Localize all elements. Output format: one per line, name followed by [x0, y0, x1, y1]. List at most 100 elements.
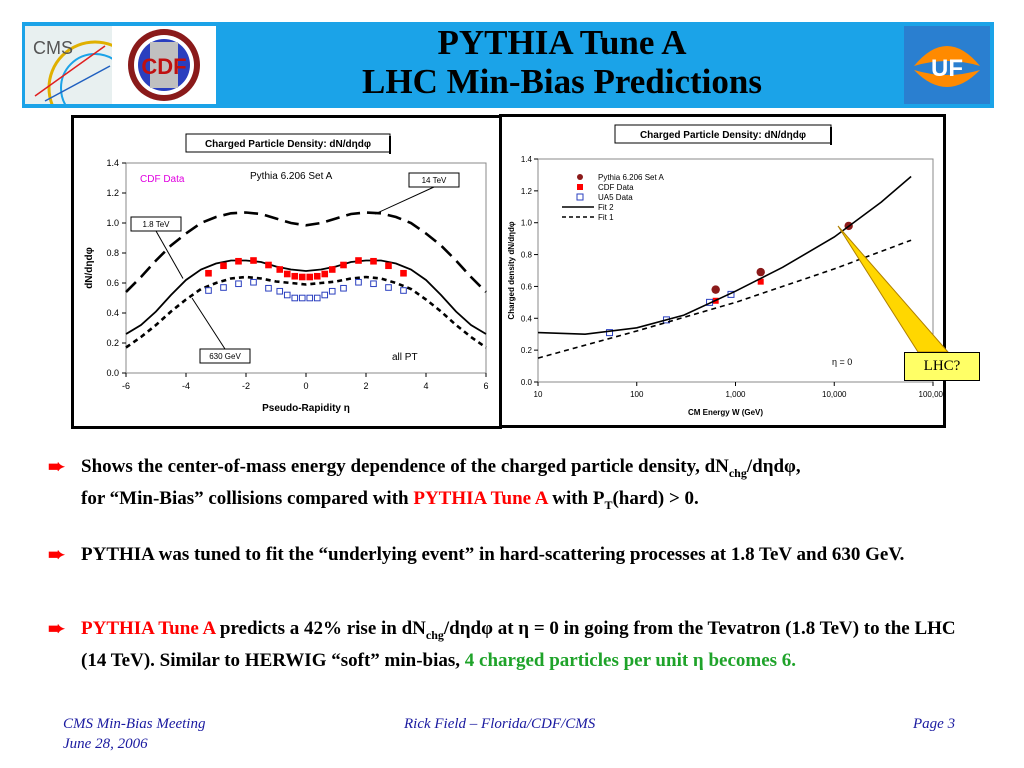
- x-tick-label: 4: [423, 381, 428, 391]
- x-tick-label: 10: [534, 390, 543, 399]
- pseudorapidity-chart: Charged Particle Density: dN/dηdφ 0.0 0.2 0…: [84, 133, 489, 414]
- cdf-logo-text: CDF: [141, 54, 186, 79]
- cdf-logo-graphic: CDF: [128, 29, 200, 101]
- x-tick-label: 1,000: [725, 390, 746, 399]
- legend-label: Pythia 6.206 Set A: [598, 173, 664, 182]
- lhc-callout-14tev-pointer: [374, 186, 435, 215]
- legend-marker: [577, 174, 583, 180]
- cdf-630-point: [265, 284, 272, 292]
- x-tick-label: 6: [483, 381, 488, 391]
- cdf-1800-point: [340, 261, 347, 269]
- y-tick-label: 1.4: [521, 155, 533, 164]
- cdf-1800-point: [265, 261, 272, 269]
- x-tick-label: 100,000: [919, 390, 943, 399]
- cdf-1800-point: [220, 262, 227, 270]
- series-line-630-gev: [125, 275, 487, 349]
- cdf-1800-point: [283, 270, 291, 278]
- chart-title: Charged Particle Density: dN/dηdφ: [205, 139, 371, 150]
- bullet-2-text: PYTHIA was tuned to fit the “underlying …: [81, 544, 905, 565]
- tev-callout-1800-label: 1.8 TeV: [143, 220, 171, 229]
- cdf-630-point: [328, 287, 336, 295]
- x-tick-label: -2: [242, 381, 250, 391]
- legend-label: Fit 2: [598, 203, 614, 212]
- bullet-1-text: Shows the center-of-mass energy dependen…: [81, 456, 801, 512]
- cdf-1800-point: [235, 257, 242, 265]
- cdf-1800-point: [298, 273, 306, 281]
- x-axis-label: Pseudo-Rapidity η: [262, 403, 350, 414]
- y-tick-label: 0.0: [106, 368, 119, 378]
- y-tick-label: 1.4: [106, 158, 119, 168]
- point-pythia-6-206-set-a: [756, 267, 765, 277]
- plot-area: [125, 162, 487, 374]
- cdf-630-point: [385, 284, 392, 291]
- cdf-1800-point: [291, 272, 299, 280]
- cdf-630-point: [291, 294, 299, 302]
- series-line-fit-2: [537, 175, 912, 336]
- y-tick-label: 0.4: [521, 314, 533, 323]
- cdf-630-point: [340, 284, 347, 292]
- sps-callout-630-pointer: [191, 297, 226, 350]
- series-line-1.8-tev: [125, 259, 487, 335]
- tev-callout-1800-box: [130, 216, 182, 232]
- y-tick-label: 0.2: [521, 346, 533, 355]
- x-tick-label: -6: [122, 381, 130, 391]
- cdf-1800-point: [321, 270, 329, 278]
- point-pythia-6-206-set-a: [711, 285, 720, 294]
- chart-title: Charged Particle Density: dN/dηdφ: [640, 130, 806, 141]
- cdf-1800-point: [370, 257, 377, 265]
- y-tick-label: 1.0: [106, 218, 119, 228]
- cdf-630-point: [276, 287, 284, 295]
- uf-logo-text: UF: [931, 55, 963, 82]
- y-tick-label: 1.0: [521, 219, 533, 228]
- x-axis-label: CM Energy W (GeV): [688, 408, 763, 417]
- tev-callout-1800-pointer: [155, 230, 184, 279]
- cdf-logo: CDF: [112, 26, 216, 104]
- y-tick-label: 0.6: [521, 282, 533, 291]
- x-tick-label: 10,000: [822, 390, 847, 399]
- point-ua5-data: [606, 329, 614, 337]
- lhc-callout-14tev-box: [408, 172, 460, 188]
- cdf-1800-point: [276, 266, 284, 273]
- chart-panel-right: Charged Particle Density: dN/dηdφ 0.0 0.2 0…: [499, 114, 948, 428]
- y-tick-label: 1.2: [106, 188, 119, 198]
- cdf-1800-point: [400, 269, 407, 277]
- sps-callout-630-label: 630 GeV: [209, 352, 241, 361]
- sps-callout-630-box: [199, 348, 251, 364]
- uf-logo: UF: [904, 26, 990, 104]
- cdf-630-point: [235, 280, 242, 288]
- cms-logo-text: CMS: [33, 38, 73, 58]
- bullet-3-text: PYTHIA Tune A predicts a 42% rise in dNc…: [81, 618, 956, 671]
- cdf-630-point: [250, 278, 257, 286]
- cdf-630-point: [306, 294, 314, 302]
- legend-label: CDF Data: [598, 183, 634, 192]
- y-tick-label: 0.6: [106, 278, 119, 288]
- y-tick-label: 0.8: [521, 251, 533, 260]
- slide-header: CMS CDF PYTHIA Tune A LHC Min-Bias Predi…: [22, 22, 994, 136]
- cdf-data-label: CDF Data: [140, 174, 185, 185]
- cdf-630-point: [400, 287, 407, 294]
- y-tick-label: 1.2: [521, 187, 533, 196]
- series-line-14-tev: [125, 211, 487, 293]
- x-tick-label: 0: [303, 381, 308, 391]
- slide-title-line1: PYTHIA Tune A: [437, 23, 687, 62]
- eta-annotation: η = 0: [832, 357, 852, 367]
- cdf-1800-point: [306, 273, 314, 281]
- uf-logo-graphic: UF: [904, 26, 990, 104]
- series-line-fit-1: [537, 239, 912, 359]
- cdf-1800-point: [250, 257, 257, 264]
- legend-label: Fit 1: [598, 213, 614, 222]
- cdf-1800-point: [205, 269, 212, 277]
- cdf-630-point: [283, 291, 291, 299]
- cdf-630-point: [220, 284, 227, 291]
- cdf-630-point: [355, 278, 362, 286]
- footer-author: Rick Field – Florida/CDF/CMS: [404, 716, 596, 732]
- y-axis-label: dN/dηdφ: [84, 247, 95, 289]
- footer-page: Page 3: [913, 716, 956, 732]
- y-tick-label: 0.0: [521, 378, 533, 387]
- x-tick-label: -4: [182, 381, 190, 391]
- allpt-label: all PT: [392, 352, 418, 363]
- cdf-1800-point: [385, 262, 392, 270]
- cdf-630-point: [313, 294, 321, 302]
- x-tick-label: 2: [363, 381, 368, 391]
- cdf-1800-point: [313, 272, 321, 280]
